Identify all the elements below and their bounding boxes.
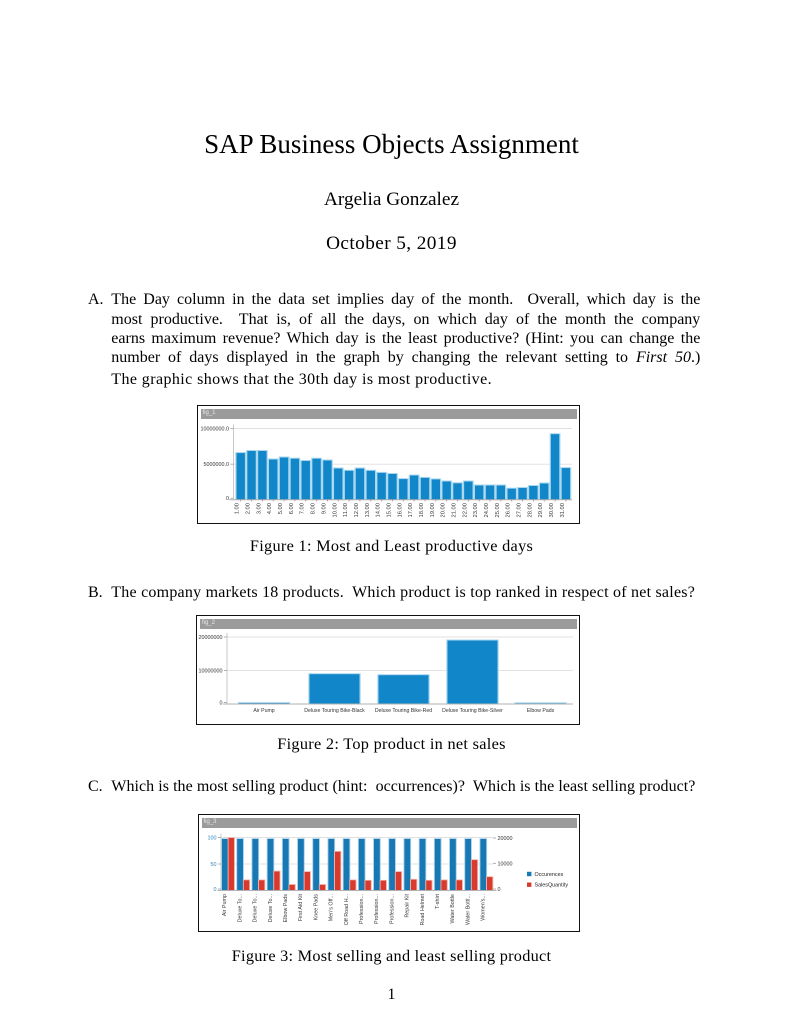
svg-text:Water Bottl...: Water Bottl... — [465, 894, 471, 925]
svg-text:23.00: 23.00 — [473, 503, 479, 518]
svg-text:10000000.0: 10000000.0 — [200, 426, 228, 432]
svg-text:Profession...: Profession... — [374, 894, 380, 924]
svg-text:Occurences: Occurences — [534, 872, 563, 878]
svg-text:First Aid Kit: First Aid Kit — [298, 893, 304, 921]
svg-text:Profession...: Profession... — [359, 894, 365, 924]
svg-text:Road Helmet: Road Helmet — [420, 893, 426, 925]
svg-text:2.00: 2.00 — [245, 503, 251, 514]
svg-text:0: 0 — [220, 700, 223, 706]
svg-text:Deluxe Touring Bike-Red: Deluxe Touring Bike-Red — [375, 708, 432, 714]
svg-text:27.00: 27.00 — [516, 503, 522, 518]
svg-text:28.00: 28.00 — [527, 503, 533, 518]
svg-text:4.00: 4.00 — [267, 503, 273, 514]
svg-text:Air Pump: Air Pump — [254, 708, 275, 714]
svg-text:17.00: 17.00 — [408, 503, 414, 518]
svg-text:19.00: 19.00 — [430, 503, 436, 518]
svg-text:16.00: 16.00 — [397, 503, 403, 518]
svg-text:13.00: 13.00 — [365, 503, 371, 518]
svg-text:20000000: 20000000 — [199, 635, 223, 641]
svg-text:5000000.0: 5000000.0 — [203, 462, 228, 468]
svg-text:Air Pump: Air Pump — [222, 894, 228, 916]
svg-text:100: 100 — [207, 835, 216, 841]
svg-text:24.00: 24.00 — [484, 503, 490, 518]
svg-text:8.00: 8.00 — [311, 503, 317, 514]
svg-text:0: 0 — [497, 887, 500, 893]
svg-text:0: 0 — [226, 496, 229, 502]
svg-text:5.00: 5.00 — [278, 503, 284, 514]
svg-text:Deluxe To...: Deluxe To... — [237, 894, 243, 922]
svg-text:1.00: 1.00 — [235, 503, 241, 514]
svg-text:7.00: 7.00 — [300, 503, 306, 514]
svg-text:29.00: 29.00 — [538, 503, 544, 518]
svg-text:25.00: 25.00 — [495, 503, 501, 518]
svg-text:10000: 10000 — [497, 861, 512, 867]
svg-text:Women's...: Women's... — [481, 894, 487, 921]
svg-text:11.00: 11.00 — [343, 503, 349, 517]
svg-text:Repair Kit: Repair Kit — [405, 893, 411, 917]
svg-text:Deluxe Touring Bike-Black: Deluxe Touring Bike-Black — [305, 708, 366, 714]
svg-text:9.00: 9.00 — [321, 503, 327, 514]
svg-text:Men's Off...: Men's Off... — [329, 894, 335, 921]
svg-text:Knee Pads: Knee Pads — [313, 894, 319, 921]
svg-text:20000: 20000 — [497, 836, 512, 842]
svg-text:6.00: 6.00 — [289, 503, 295, 514]
svg-text:T-shirt: T-shirt — [435, 893, 441, 908]
svg-text:18.00: 18.00 — [419, 503, 425, 518]
svg-text:Water Bottle: Water Bottle — [450, 894, 456, 923]
svg-text:12.00: 12.00 — [354, 503, 360, 518]
svg-text:22.00: 22.00 — [462, 503, 468, 518]
svg-text:30.00: 30.00 — [549, 503, 555, 518]
svg-text:3.00: 3.00 — [256, 503, 262, 514]
svg-text:Elbow Pads: Elbow Pads — [283, 894, 289, 923]
svg-text:20.00: 20.00 — [441, 503, 447, 518]
svg-text:Deluxe To...: Deluxe To... — [268, 894, 274, 922]
svg-text:Deluxe Touring Bike-Silver: Deluxe Touring Bike-Silver — [443, 708, 504, 714]
svg-text:SalesQuantity: SalesQuantity — [534, 883, 568, 889]
svg-text:21.00: 21.00 — [451, 503, 457, 518]
svg-text:Elbow Pads: Elbow Pads — [527, 708, 555, 714]
svg-text:10000000: 10000000 — [199, 668, 223, 674]
svg-text:14.00: 14.00 — [376, 503, 382, 518]
svg-text:Deluxe To...: Deluxe To... — [253, 894, 259, 922]
svg-text:10.00: 10.00 — [332, 503, 338, 518]
svg-text:26.00: 26.00 — [506, 503, 512, 518]
svg-text:Off Road H...: Off Road H... — [344, 894, 350, 925]
svg-text:50: 50 — [210, 862, 216, 868]
svg-text:0: 0 — [213, 887, 216, 893]
svg-text:31.00: 31.00 — [560, 503, 566, 518]
svg-text:Profession...: Profession... — [389, 894, 395, 924]
svg-text:15.00: 15.00 — [386, 503, 392, 518]
